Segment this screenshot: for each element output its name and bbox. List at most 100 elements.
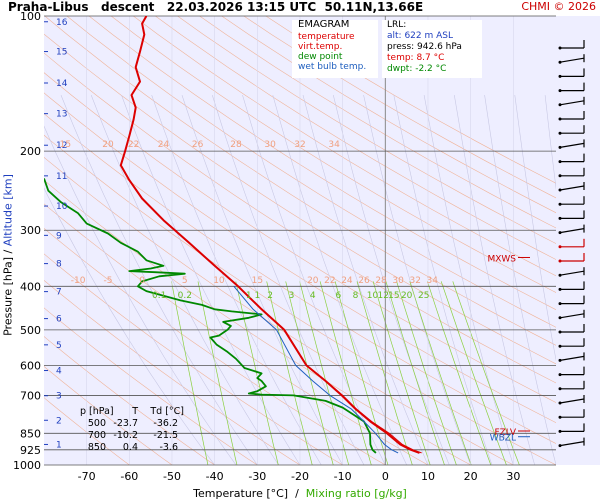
copyright-label: CHMI © 2026	[521, 0, 596, 13]
dry-adiabat-line	[177, 16, 556, 244]
wind-barb-station	[558, 160, 562, 164]
wind-barb	[559, 228, 585, 234]
y-axis-label-pressure: Pressure [hPa] /	[1, 246, 15, 336]
legend-item-dew-point: dew point	[298, 52, 343, 62]
dry-adiabat-label: 26	[358, 276, 370, 286]
table-header-p: p [hPa]	[80, 406, 114, 417]
dry-adiabat-line	[44, 397, 130, 465]
dry-adiabat-label: -5	[104, 276, 113, 286]
altitude-tick-label: 1	[56, 440, 62, 450]
dry-adiabat-line	[44, 179, 472, 465]
table-header-t: T	[132, 406, 138, 417]
dry-adiabat-line	[243, 16, 556, 199]
pressure-tick-label: 1000	[13, 459, 41, 472]
altitude-tick-label: 9	[56, 231, 62, 241]
legend-item-virtual-temperature: virt.temp.	[298, 42, 343, 52]
table-cell-td: -36.2	[153, 418, 178, 429]
pressure-tick-label: 500	[20, 324, 41, 337]
altitude-tick-label: 16	[56, 18, 68, 28]
pressure-tick-label: 700	[20, 389, 41, 402]
level-marker-label: WBZL	[490, 434, 516, 444]
wind-barb	[559, 142, 585, 148]
lrl-pressure: press: 942.6 hPa	[387, 42, 462, 52]
wind-barb	[559, 57, 585, 63]
dry-adiabat-label: 22	[324, 276, 335, 286]
mixing-ratio-label: 1	[254, 291, 260, 301]
wind-barb-station	[558, 216, 562, 220]
level-marker-label: MXWS	[487, 254, 516, 264]
wind-barb-station	[558, 188, 562, 192]
table-cell-t: -23.7	[113, 418, 138, 429]
wind-barb-station	[558, 373, 562, 377]
series-virt-temp-line	[120, 16, 422, 454]
dry-adiabat-label: 26	[192, 140, 204, 150]
pressure-tick-label: 200	[20, 145, 41, 158]
dry-adiabat-label: 32	[294, 140, 305, 150]
legend-box: EMAGRAM temperature virt.temp. dew point…	[292, 20, 378, 78]
legend-title: EMAGRAM	[298, 19, 350, 30]
mixing-ratio-label: 10	[367, 291, 379, 301]
altitude-tick-label: 2	[56, 416, 62, 426]
dry-adiabat-line	[44, 280, 301, 465]
altitude-tick-label: 7	[56, 288, 62, 298]
altitude-tick-label: 10	[56, 202, 68, 212]
altitude-tick-label: 8	[56, 260, 62, 270]
dry-adiabat-label: 34	[427, 276, 439, 286]
dry-adiabat-line	[44, 134, 556, 465]
dry-adiabat-line	[44, 203, 429, 465]
dry-adiabat-label: 15	[252, 276, 263, 286]
dry-adiabat-label: 34	[328, 140, 340, 150]
altitude-tick-label: 4	[56, 367, 62, 377]
y-axis-label: Pressure [hPa] / Altitude [km]	[2, 174, 15, 336]
level-values-table: p [hPa] T Td [°C] 500 -23.7 -36.2 700 -1…	[80, 406, 184, 454]
mixing-ratio-label: 15	[388, 291, 399, 301]
dry-adiabat-label: 5	[182, 276, 188, 286]
wind-barb-station	[558, 259, 562, 263]
dry-adiabat-label: 30	[392, 276, 404, 286]
y-axis-label-altitude: Altitude [km]	[1, 174, 15, 247]
temperature-tick-label: -60	[120, 470, 138, 483]
dry-adiabat-line	[110, 16, 556, 293]
altitude-tick-label: 11	[56, 172, 67, 182]
dry-adiabat-line	[221, 16, 556, 214]
mixing-ratio-label: 12	[377, 291, 388, 301]
wind-barb-panel	[556, 16, 600, 465]
altitude-tick-label: 12	[56, 141, 67, 151]
dry-adiabat-line	[44, 307, 258, 465]
wind-barb-station	[558, 245, 562, 249]
dry-adiabat-line	[44, 156, 515, 465]
wind-barb-station	[558, 429, 562, 433]
altitude-tick-label: 14	[56, 79, 68, 89]
wind-barb	[559, 185, 585, 191]
wind-barb-station	[558, 145, 562, 149]
dry-adiabat-label: 24	[158, 140, 170, 150]
dry-adiabat-line	[154, 16, 556, 260]
lrl-dewpoint: dwpt: -2.2 °C	[387, 64, 447, 74]
x-axis-label-temperature: Temperature [°C] /	[193, 487, 306, 500]
dry-adiabat-label: 28	[230, 140, 242, 150]
temperature-tick-label: -70	[78, 470, 96, 483]
wind-barb-station	[558, 46, 562, 50]
dry-adiabat-label: 20	[307, 276, 319, 286]
temperature-tick-label: -40	[206, 470, 224, 483]
wind-barb-station	[558, 174, 562, 178]
mixing-ratio-label: 0.1	[152, 291, 166, 301]
wind-barb-station	[558, 330, 562, 334]
temperature-tick-label: 10	[421, 470, 435, 483]
table-cell-p: 500	[87, 418, 106, 429]
x-axis-label: Temperature [°C] / Mixing ratio [g/kg]	[0, 487, 600, 500]
wind-barb-station	[558, 131, 562, 135]
mixing-ratio-label: 20	[401, 291, 413, 301]
altitude-tick-label: 3	[56, 392, 62, 402]
pressure-tick-label: 400	[20, 280, 41, 293]
altitude-tick-label: 6	[56, 315, 62, 325]
axis-tick-labels: 1002003004005006007008509251000123456789…	[13, 10, 530, 483]
wind-barb-station	[558, 358, 562, 362]
table-cell-p: 700	[87, 430, 106, 441]
dry-adiabat-line	[44, 113, 556, 444]
legend-item-wet-bulb: wet bulb temp.	[298, 62, 367, 72]
dry-adiabat-line	[44, 16, 556, 346]
table-cell-t: -10.2	[113, 430, 138, 441]
pressure-tick-label: 100	[20, 10, 41, 23]
